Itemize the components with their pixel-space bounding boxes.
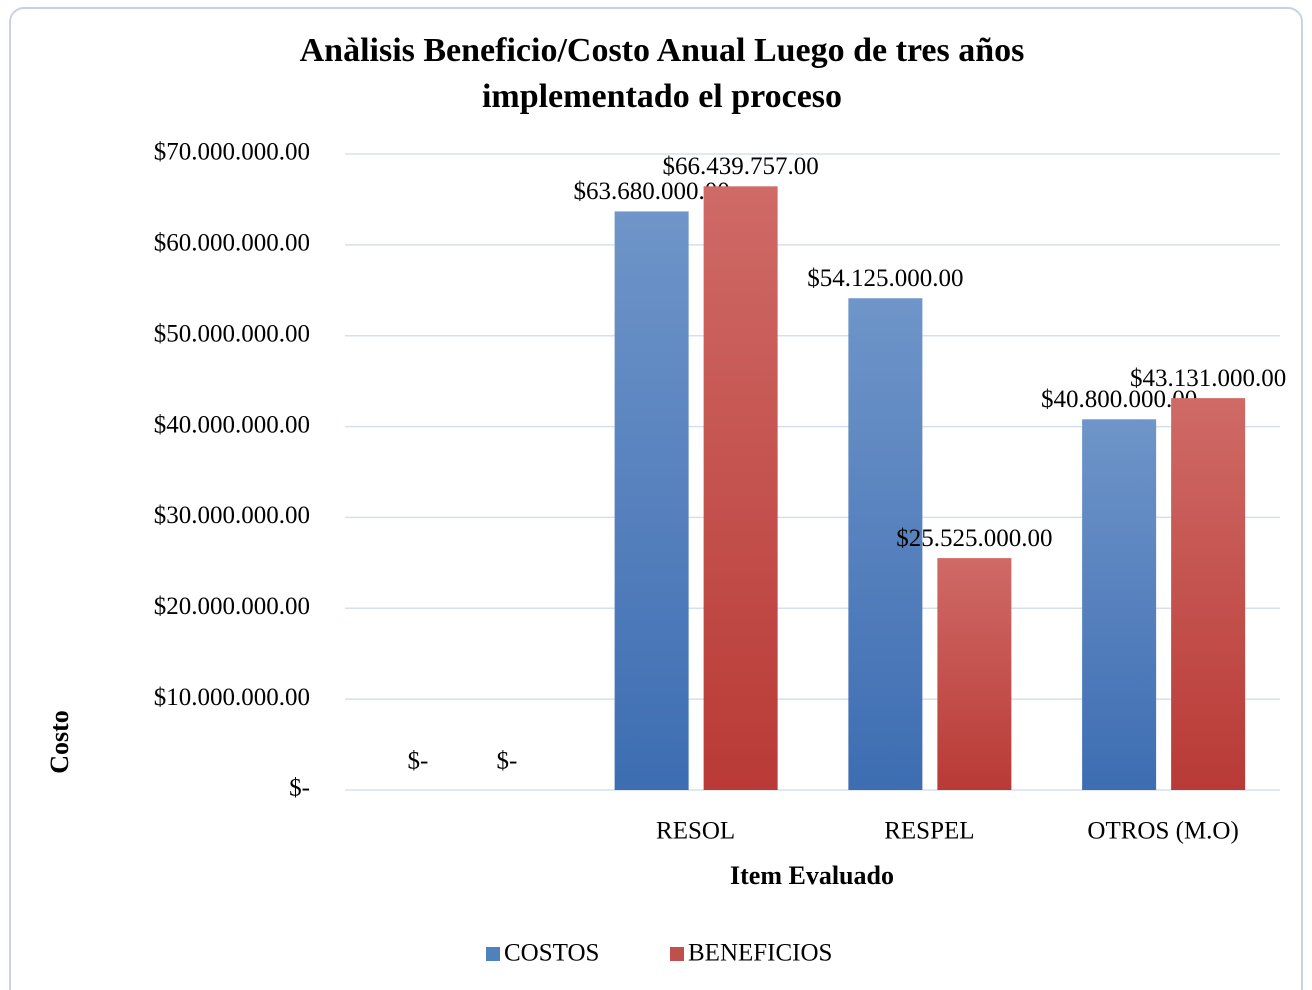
- y-tick-label: $50.000.000.00: [154, 320, 310, 347]
- bar: [937, 558, 1012, 790]
- value-label: $25.525.000.00: [896, 525, 1052, 552]
- value-label: $-: [407, 748, 428, 775]
- y-axis-title: Costo: [45, 710, 74, 774]
- y-tick-label: $30.000.000.00: [154, 502, 310, 529]
- legend-swatch: [670, 947, 684, 961]
- bar: [703, 186, 778, 790]
- legend-label: BENEFICIOS: [688, 940, 832, 967]
- bar: [1082, 419, 1157, 790]
- y-tick-label: $10.000.000.00: [154, 684, 310, 711]
- y-tick-label: $20.000.000.00: [154, 593, 310, 620]
- value-label: $-: [496, 748, 517, 775]
- x-tick-label: RESPEL: [884, 818, 974, 845]
- legend-swatch: [486, 947, 500, 961]
- y-tick-label: $70.000.000.00: [154, 139, 310, 166]
- y-tick-label: $40.000.000.00: [154, 411, 310, 438]
- bar: [848, 298, 923, 790]
- x-tick-label: OTROS (M.O): [1087, 818, 1238, 845]
- legend-label: COSTOS: [504, 940, 599, 967]
- value-label: $43.131.000.00: [1130, 365, 1286, 392]
- chart-title: implementado el proceso: [482, 78, 842, 115]
- bar: [614, 211, 689, 791]
- x-tick-label: RESOL: [656, 818, 735, 845]
- bar: [1171, 398, 1246, 790]
- value-label: $54.125.000.00: [807, 265, 963, 292]
- y-tick-label: $-: [289, 775, 310, 802]
- value-label: $66.439.757.00: [663, 153, 819, 180]
- x-axis-title: Item Evaluado: [730, 861, 894, 890]
- chart-title: Anàlisis Beneficio/Costo Anual Luego de …: [300, 32, 1025, 69]
- y-tick-label: $60.000.000.00: [154, 230, 310, 257]
